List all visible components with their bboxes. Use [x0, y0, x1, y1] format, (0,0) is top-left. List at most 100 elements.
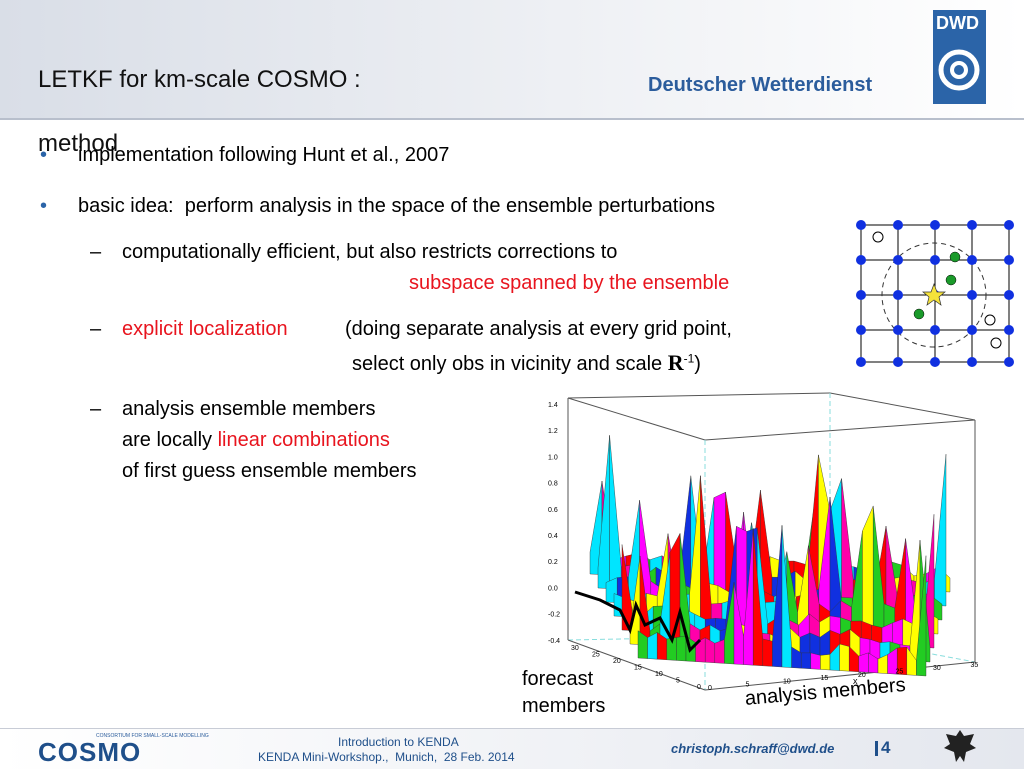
depth-tick-label: 30 [571, 645, 579, 652]
grid-point [893, 357, 903, 367]
footer-text: KENDA Mini-Workshop., Munich, 28 Feb. 20… [258, 750, 515, 764]
grid-point [967, 220, 977, 230]
surface-patch [892, 618, 903, 647]
surface-patch [801, 652, 811, 670]
text: select only obs in vicinity and scale [352, 353, 668, 375]
text: subspace spanned by the ensemble [409, 272, 730, 294]
plot-frame [829, 392, 976, 421]
surface-patch [934, 454, 947, 607]
footer-bg [0, 728, 1024, 769]
x-tick-label: 30 [933, 665, 941, 672]
y-tick-label: 0.8 [548, 481, 558, 488]
text: select only obs in vicinity and scale R-… [352, 350, 701, 376]
surface-patch [676, 635, 687, 662]
surface-patch [810, 652, 821, 670]
plot-frame [567, 639, 706, 691]
obs-outside [872, 231, 884, 243]
surface-patch [820, 654, 831, 671]
surface-patch [714, 639, 725, 664]
y-tick-label: 1.0 [548, 454, 558, 461]
text: basic idea: perform analysis in the spac… [78, 195, 716, 217]
y-tick-label: 1.4 [548, 402, 558, 409]
plot-frame [567, 392, 831, 399]
dash: – [90, 398, 102, 420]
grid-point [893, 220, 903, 230]
surface-patch [762, 638, 773, 667]
surface-patch [713, 491, 726, 595]
grid-point [967, 290, 977, 300]
eagle [944, 730, 976, 762]
grid-point [930, 357, 940, 367]
y-tick-label: -0.2 [548, 612, 560, 619]
obs-inside [949, 251, 961, 263]
label: members [522, 695, 606, 717]
page-number: 4 [881, 738, 891, 757]
grid-point [1004, 220, 1014, 230]
text: R [667, 350, 684, 375]
dash: – [90, 241, 102, 263]
cosmo-tagline: CONSORTIUM FOR SMALL-SCALE MODELLING [96, 733, 209, 739]
x-tick-label: 35 [971, 662, 979, 669]
text: are locally linear combinations [122, 429, 390, 452]
analysis-point [922, 283, 946, 306]
plot-frame [704, 419, 976, 441]
x-tick-label: 15 [821, 675, 829, 682]
obs-outside [990, 337, 1002, 349]
depth-tick-label: 20 [613, 658, 621, 665]
obs-outside [984, 314, 996, 326]
y-tick-label: 0.6 [548, 507, 558, 514]
swirl [938, 49, 980, 91]
title-line: LETKF for km-scale COSMO : [38, 66, 361, 93]
text: implementation following Hunt et al., 20… [78, 144, 450, 166]
y-tick-label: 0.2 [548, 559, 558, 566]
grid-point [1004, 290, 1014, 300]
bullet: • [40, 195, 48, 217]
grid-point [856, 255, 866, 265]
grid-point [930, 220, 940, 230]
footer-text: Introduction to KENDA [338, 735, 459, 749]
obs-inside [945, 274, 957, 286]
plot-frame [704, 661, 976, 691]
grid-point [967, 255, 977, 265]
grid-point [930, 255, 940, 265]
grid-point [930, 325, 940, 335]
surface-patch [858, 652, 869, 673]
grid-point [856, 290, 866, 300]
grid-point [967, 325, 977, 335]
localization-radius [881, 242, 987, 348]
surface-patch [609, 435, 622, 590]
grid-point [893, 290, 903, 300]
grid-point [893, 325, 903, 335]
eagle-shape [944, 730, 976, 762]
text: explicit localization [122, 318, 288, 340]
header-bg [0, 0, 1024, 120]
text: analysis ensemble members [122, 398, 376, 420]
grid-point [856, 325, 866, 335]
depth-tick-label: 10 [655, 671, 663, 678]
label: forecast [522, 668, 594, 690]
y-tick-label: 0.4 [548, 533, 558, 540]
email: christoph.schraff@dwd.de [671, 741, 835, 756]
plot-frame [567, 397, 706, 441]
x-tick-label: 0 [708, 685, 712, 692]
y-tick-label: 1.2 [548, 428, 558, 435]
surface-patch [916, 555, 927, 677]
text: ) [694, 353, 701, 375]
dash: – [90, 318, 102, 340]
text: linear combinations [217, 429, 390, 451]
y-tick-label: 0.0 [548, 585, 558, 592]
forecast-line [574, 590, 702, 653]
logo-swirl [938, 49, 980, 91]
title: LETKF for km-scale COSMO : method [38, 32, 361, 160]
grid-point [856, 357, 866, 367]
text: are locally [122, 429, 218, 451]
swirl [950, 61, 968, 79]
axis-label: x [853, 676, 858, 686]
logo-abbr: DWD [936, 13, 979, 33]
y-tick-label: -0.4 [548, 638, 560, 645]
x-tick-label: 5 [746, 682, 750, 689]
grid-point [1004, 255, 1014, 265]
text: computationally efficient, but also rest… [122, 241, 618, 263]
